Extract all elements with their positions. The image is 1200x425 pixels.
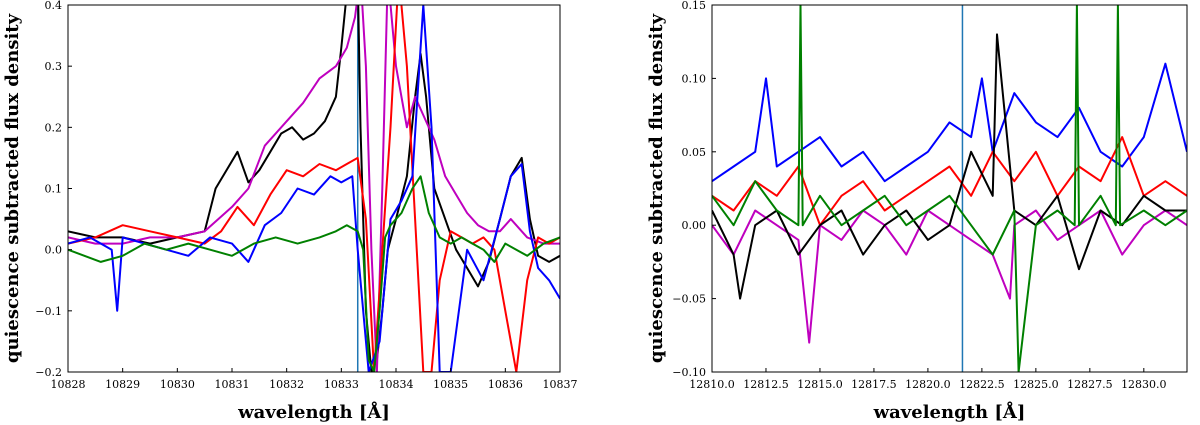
y-tick-label: −0.05 bbox=[672, 293, 706, 306]
y-axis-label: quiescence subtracted flux density bbox=[646, 13, 667, 363]
y-tick-label: 0.00 bbox=[682, 219, 707, 232]
plot-area bbox=[712, 5, 1187, 372]
x-tick-label: 12812.5 bbox=[743, 378, 789, 391]
x-tick-label: 12817.5 bbox=[851, 378, 897, 391]
x-tick-label: 10837 bbox=[543, 378, 578, 391]
x-axis-label: wavelength [Å] bbox=[873, 400, 1026, 423]
series-line-3 bbox=[712, 209, 1187, 344]
x-tick-label: 10832 bbox=[269, 378, 304, 391]
series-line-2 bbox=[712, 136, 1187, 227]
y-tick-label: 0.3 bbox=[45, 60, 63, 73]
series-line-1 bbox=[712, 62, 1187, 183]
x-tick-label: 12830.0 bbox=[1121, 378, 1167, 391]
axes-frame bbox=[711, 4, 1188, 373]
x-tick-label: 10834 bbox=[379, 378, 414, 391]
y-tick-label: 0.4 bbox=[45, 0, 63, 12]
x-tick-label: 12815.0 bbox=[797, 378, 843, 391]
series-line-4 bbox=[68, 5, 560, 372]
y-axis-label: quiescence subtracted flux density bbox=[2, 13, 23, 363]
series-line-1 bbox=[68, 5, 560, 372]
series-line-3 bbox=[68, 5, 560, 372]
y-tick-label: 0.2 bbox=[45, 121, 63, 134]
x-tick-label: 12825.0 bbox=[1013, 378, 1059, 391]
series-line-5 bbox=[712, 5, 1187, 372]
axes-frame bbox=[67, 4, 561, 373]
y-tick-label: 0.15 bbox=[682, 0, 707, 12]
chart-panel-2: 12810.0 12812.5 12815.0 12817.5 12820.0 12822… bbox=[646, 0, 1188, 423]
y-tick-label: 0.1 bbox=[45, 183, 63, 196]
x-tick-label: 12822.5 bbox=[959, 378, 1005, 391]
y-tick-label: 0.10 bbox=[682, 72, 707, 85]
x-tick-label: 10829 bbox=[105, 378, 140, 391]
y-tick-label: −0.10 bbox=[672, 366, 706, 379]
x-tick-label: 12810.0 bbox=[689, 378, 735, 391]
x-tick-label: 12820.0 bbox=[905, 378, 951, 391]
x-tick-label: 10836 bbox=[488, 378, 523, 391]
y-tick-label: 0.0 bbox=[45, 244, 63, 257]
chart-panel-1: 10828 10829 10830 10831 10832 10833 10834 10835… bbox=[2, 0, 578, 423]
x-tick-label: 10830 bbox=[160, 378, 195, 391]
x-tick-label: 12827.5 bbox=[1067, 378, 1113, 391]
series-line-5 bbox=[68, 175, 560, 372]
y-tick-label: −0.2 bbox=[35, 366, 62, 379]
y-tick-label: −0.1 bbox=[35, 305, 62, 318]
x-axis-label: wavelength [Å] bbox=[237, 400, 390, 423]
x-tick-label: 10833 bbox=[324, 378, 359, 391]
x-tick-label: 10835 bbox=[433, 378, 468, 391]
x-tick-label: 10828 bbox=[51, 378, 86, 391]
plot-area bbox=[68, 5, 560, 372]
series-line-2 bbox=[68, 5, 560, 372]
y-tick-label: 0.05 bbox=[682, 146, 707, 159]
x-tick-label: 10831 bbox=[215, 378, 250, 391]
